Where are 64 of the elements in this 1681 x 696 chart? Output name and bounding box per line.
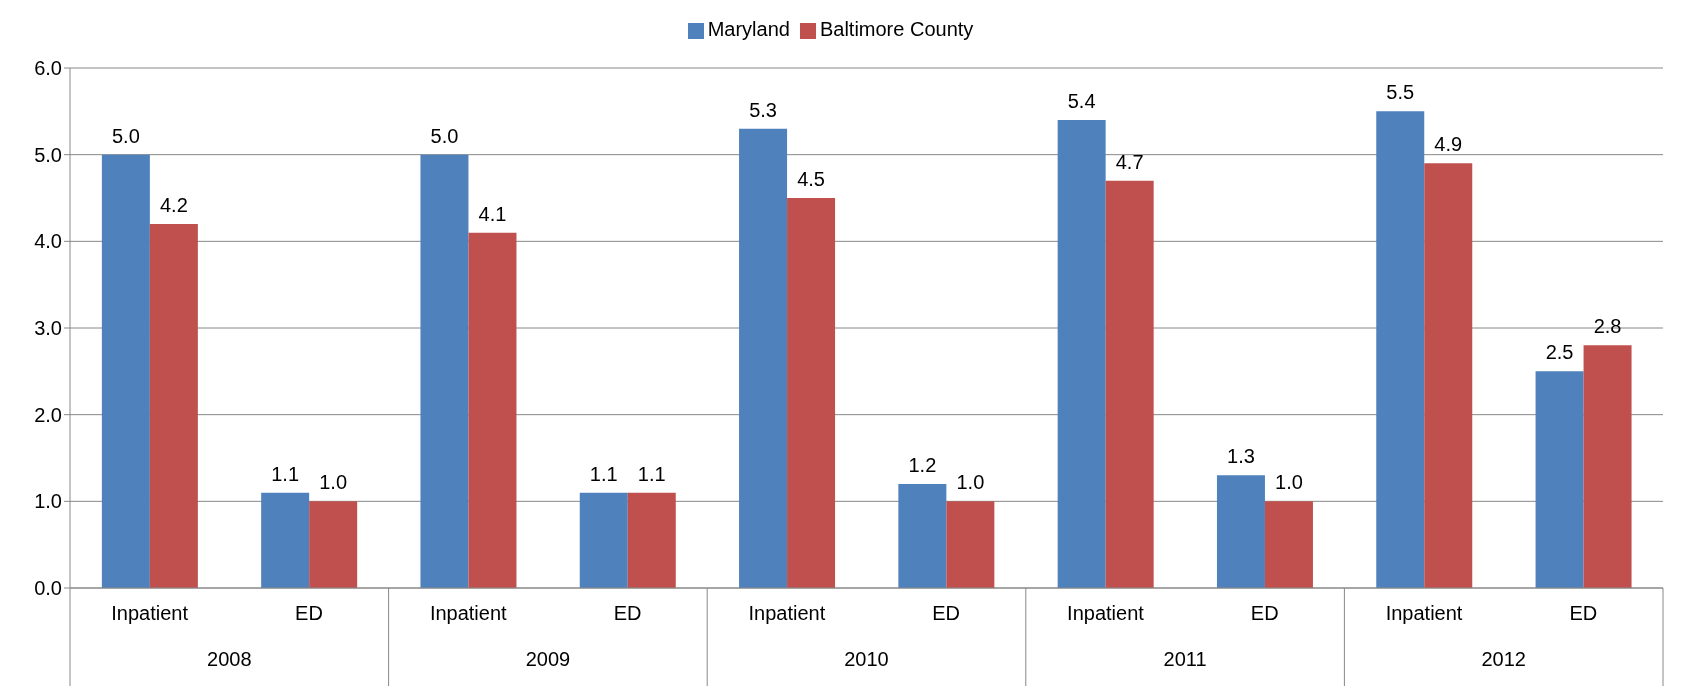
- y-tick-label: 5.0: [34, 143, 62, 166]
- y-tick-label: 1.0: [34, 490, 62, 513]
- data-label: 4.9: [1434, 133, 1463, 156]
- x-tick-label: ED: [295, 602, 323, 624]
- x-tick-label: Inpatient: [1067, 602, 1145, 624]
- bar: [898, 484, 947, 588]
- bar: [468, 232, 517, 588]
- data-label: 1.1: [637, 462, 666, 485]
- data-label: 5.5: [1386, 81, 1415, 104]
- data-label: 4.5: [797, 168, 825, 190]
- data-label: 4.7: [1115, 150, 1144, 173]
- bar: [1583, 345, 1632, 588]
- x-tick-label: ED: [1250, 602, 1279, 624]
- data-label: 1.0: [956, 471, 985, 494]
- y-tick-label: 4.0: [34, 230, 62, 253]
- x-tick-label: Inpatient: [748, 602, 826, 624]
- legend-label: Baltimore County: [819, 18, 974, 40]
- data-label: 1.0: [319, 471, 348, 494]
- data-label: 2.8: [1593, 315, 1622, 338]
- data-label: 2.5: [1545, 341, 1574, 364]
- text: 2011: [1163, 648, 1207, 670]
- data-label: 4.2: [159, 194, 188, 216]
- data-label: 5.4: [1067, 90, 1096, 112]
- bar: [1057, 120, 1106, 588]
- text: 2012: [1481, 648, 1526, 670]
- bar: [101, 154, 150, 588]
- bar: [1376, 111, 1425, 588]
- y-tick-label: 6.0: [34, 57, 62, 80]
- bar: [946, 501, 995, 588]
- x-tick-label: Inpatient: [429, 602, 508, 624]
- y-tick-label: 0.0: [34, 577, 62, 600]
- data-label: 1.2: [908, 454, 937, 476]
- bar: [261, 492, 310, 588]
- y-tick-label: 3.0: [34, 317, 62, 340]
- data-label: 1.3: [1227, 445, 1255, 468]
- x-tick-label: ED: [932, 602, 961, 624]
- text: 2009: [525, 648, 571, 670]
- text: 2010: [844, 648, 889, 670]
- data-label: 1.1: [271, 462, 300, 485]
- bar: [1264, 501, 1313, 588]
- bar: [1105, 180, 1154, 588]
- y-tick-label: 2.0: [34, 403, 62, 426]
- bar: [627, 492, 676, 588]
- text: 2008: [207, 648, 252, 670]
- bar: [1424, 163, 1473, 588]
- x-tick-label: ED: [613, 602, 642, 624]
- legend-label: Maryland: [707, 18, 790, 40]
- bar: [420, 154, 469, 588]
- data-label: 5.0: [430, 124, 459, 147]
- bar: [787, 198, 836, 588]
- bar: [1216, 475, 1265, 588]
- bar: [1535, 371, 1584, 588]
- x-tick-label: ED: [1569, 602, 1598, 624]
- data-label: 5.3: [749, 98, 777, 121]
- x-tick-label: Inpatient: [1385, 602, 1463, 624]
- bar: [309, 501, 358, 588]
- x-tick-label: Inpatient: [111, 602, 189, 624]
- bar: [739, 128, 788, 588]
- bar: [149, 224, 198, 588]
- data-label: 1.1: [589, 462, 618, 485]
- bar: [579, 492, 628, 588]
- data-label: 5.0: [111, 124, 140, 147]
- data-label: 4.1: [478, 202, 507, 225]
- data-label: 1.0: [1275, 471, 1303, 494]
